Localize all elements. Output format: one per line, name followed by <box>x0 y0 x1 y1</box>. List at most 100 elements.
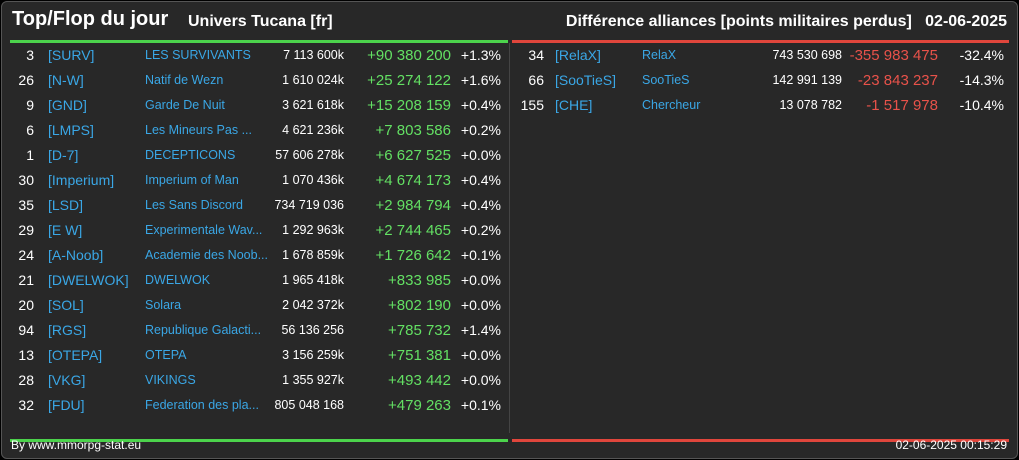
top-panel: 3 [SURV] LES SURVIVANTS 7 113 600k +90 380 2… <box>10 40 508 442</box>
percent-change: +1.6% <box>460 72 501 88</box>
points-difference: +4 674 173 <box>375 172 452 189</box>
alliance-tag-link[interactable]: [SURV] <box>48 47 95 63</box>
alliance-name-link[interactable]: Imperium of Man <box>145 173 239 187</box>
alliance-rank: 30 <box>18 172 34 188</box>
alliance-name-link[interactable]: DWELWOK <box>145 273 211 287</box>
points-difference: +479 263 <box>388 397 451 414</box>
alliance-rank: 3 <box>26 47 34 63</box>
alliance-rank: 155 <box>520 97 544 113</box>
points-difference: +25 274 122 <box>367 72 451 89</box>
alliance-row: 26 [N-W] Natif de Wezn 1 610 024k +25 274 12… <box>10 68 508 93</box>
alliance-tag-link[interactable]: [D-7] <box>48 147 79 163</box>
points-difference: -23 843 237 <box>857 72 938 89</box>
percent-change: +0.1% <box>460 397 501 413</box>
alliance-tag-link[interactable]: [CHE] <box>555 97 593 113</box>
alliance-row: 9 [GND] Garde De Nuit 3 621 618k +15 208 159… <box>10 93 508 118</box>
alliance-row: 29 [E W] Experimentale Wav... 1 292 963k +2 … <box>10 218 508 243</box>
alliance-row: 28 [VKG] VIKINGS 1 355 927k +493 442 +0.0% <box>10 368 508 393</box>
flop-panel: 34 [RelaX] RelaX 743 530 698 -355 983 475 -32… <box>512 40 1009 442</box>
points-difference: -1 517 978 <box>866 97 938 114</box>
alliance-name-link[interactable]: DECEPTICONS <box>145 148 236 162</box>
top-list: 3 [SURV] LES SURVIVANTS 7 113 600k +90 380 2… <box>10 43 508 418</box>
alliance-tag-link[interactable]: [LSD] <box>48 197 84 213</box>
alliance-points: 1 965 418k <box>282 273 344 287</box>
alliance-points: 805 048 168 <box>274 398 344 412</box>
alliance-tag-link[interactable]: [GND] <box>48 97 87 113</box>
alliance-row: 3 [SURV] LES SURVIVANTS 7 113 600k +90 380 2… <box>10 43 508 68</box>
alliance-points: 1 355 927k <box>282 373 344 387</box>
percent-change: +1.3% <box>460 47 501 63</box>
alliance-tag-link[interactable]: [Imperium] <box>48 172 115 188</box>
alliance-points: 57 606 278k <box>275 148 344 162</box>
alliance-tag-link[interactable]: [LMPS] <box>48 122 94 138</box>
alliance-rank: 9 <box>26 97 34 113</box>
alliance-name-link[interactable]: Republique Galacti... <box>145 323 262 337</box>
alliance-name-link[interactable]: Les Mineurs Pas ... <box>145 123 252 137</box>
alliance-name-link[interactable]: Garde De Nuit <box>145 98 225 112</box>
alliance-tag-link[interactable]: [FDU] <box>48 397 85 413</box>
alliance-points: 1 070 436k <box>282 173 344 187</box>
alliance-rank: 13 <box>18 347 34 363</box>
alliance-points: 56 136 256 <box>281 323 344 337</box>
alliance-row: 21 [DWELWOK] DWELWOK 1 965 418k +833 985 +0.0… <box>10 268 508 293</box>
alliance-tag-link[interactable]: [RelaX] <box>555 47 601 63</box>
alliance-tag-link[interactable]: [A-Noob] <box>48 247 104 263</box>
alliance-name-link[interactable]: LES SURVIVANTS <box>145 48 251 62</box>
alliance-row: 6 [LMPS] Les Mineurs Pas ... 4 621 236k +7 8… <box>10 118 508 143</box>
percent-change: -10.4% <box>959 97 1004 113</box>
alliance-tag-link[interactable]: [OTEPA] <box>48 347 103 363</box>
alliance-row: 13 [OTEPA] OTEPA 3 156 259k +751 381 +0.0% <box>10 343 508 368</box>
alliance-points: 1 678 859k <box>282 248 344 262</box>
alliance-row: 35 [LSD] Les Sans Discord 734 719 036 +2 984… <box>10 193 508 218</box>
alliance-row: 34 [RelaX] RelaX 743 530 698 -355 983 475 -32… <box>512 43 1009 68</box>
points-difference: +493 442 <box>388 372 451 389</box>
points-difference: +2 984 794 <box>375 197 452 214</box>
metric-and-date: Différence alliances [points militaires … <box>566 13 1007 31</box>
alliance-tag-link[interactable]: [E W] <box>48 222 83 238</box>
points-difference: +6 627 525 <box>375 147 452 164</box>
percent-change: +1.4% <box>460 322 501 338</box>
alliance-tag-link[interactable]: [SOL] <box>48 297 84 313</box>
alliance-rank: 29 <box>18 222 34 238</box>
panel-divider <box>509 43 510 433</box>
alliance-tag-link[interactable]: [DWELWOK] <box>48 272 129 288</box>
alliance-points: 734 719 036 <box>274 198 344 212</box>
alliance-name-link[interactable]: VIKINGS <box>145 373 196 387</box>
alliance-name-link[interactable]: Solara <box>145 298 182 312</box>
alliance-name-link[interactable]: Natif de Wezn <box>145 73 224 87</box>
alliance-tag-link[interactable]: [RGS] <box>48 322 87 338</box>
percent-change: +0.0% <box>460 347 501 363</box>
percent-change: +0.0% <box>460 272 501 288</box>
percent-change: +0.4% <box>460 172 501 188</box>
percent-change: -32.4% <box>959 47 1004 63</box>
alliance-points: 1 610 024k <box>282 73 344 87</box>
alliance-name-link[interactable]: OTEPA <box>145 348 187 362</box>
points-difference: +1 726 642 <box>375 247 452 264</box>
alliance-row: 20 [SOL] Solara 2 042 372k +802 190 +0.0% <box>10 293 508 318</box>
alliance-name-link[interactable]: Les Sans Discord <box>145 198 243 212</box>
percent-change: +0.0% <box>460 372 501 388</box>
alliance-name-link[interactable]: Federation des pla... <box>145 398 259 412</box>
alliance-name-link[interactable]: Academie des Noob... <box>145 248 268 262</box>
alliance-tag-link[interactable]: [SooTieS] <box>555 72 616 88</box>
alliance-points: 13 078 782 <box>779 98 842 112</box>
report-date: 02-06-2025 <box>925 13 1007 30</box>
points-difference: -355 983 475 <box>849 47 938 64</box>
alliance-tag-link[interactable]: [VKG] <box>48 372 86 388</box>
percent-change: +0.4% <box>460 97 501 113</box>
alliance-tag-link[interactable]: [N-W] <box>48 72 84 88</box>
metric-label: Différence alliances [points militaires … <box>565 13 912 30</box>
points-difference: +785 732 <box>388 322 451 339</box>
site-credit[interactable]: By www.mmorpg-stat.eu <box>11 438 142 452</box>
alliance-name-link[interactable]: Experimentale Wav... <box>145 223 263 237</box>
alliance-row: 1 [D-7] DECEPTICONS 57 606 278k +6 627 525 +0… <box>10 143 508 168</box>
alliance-points: 7 113 600k <box>283 48 344 62</box>
alliance-rank: 6 <box>26 122 34 138</box>
alliance-points: 3 156 259k <box>282 348 344 362</box>
alliance-rank: 32 <box>18 397 34 413</box>
alliance-points: 3 621 618k <box>282 98 344 112</box>
alliance-rank: 1 <box>26 147 34 163</box>
alliance-row: 66 [SooTieS] SooTieS 142 991 139 -23 843 237… <box>512 68 1009 93</box>
percent-change: -14.3% <box>959 72 1004 88</box>
